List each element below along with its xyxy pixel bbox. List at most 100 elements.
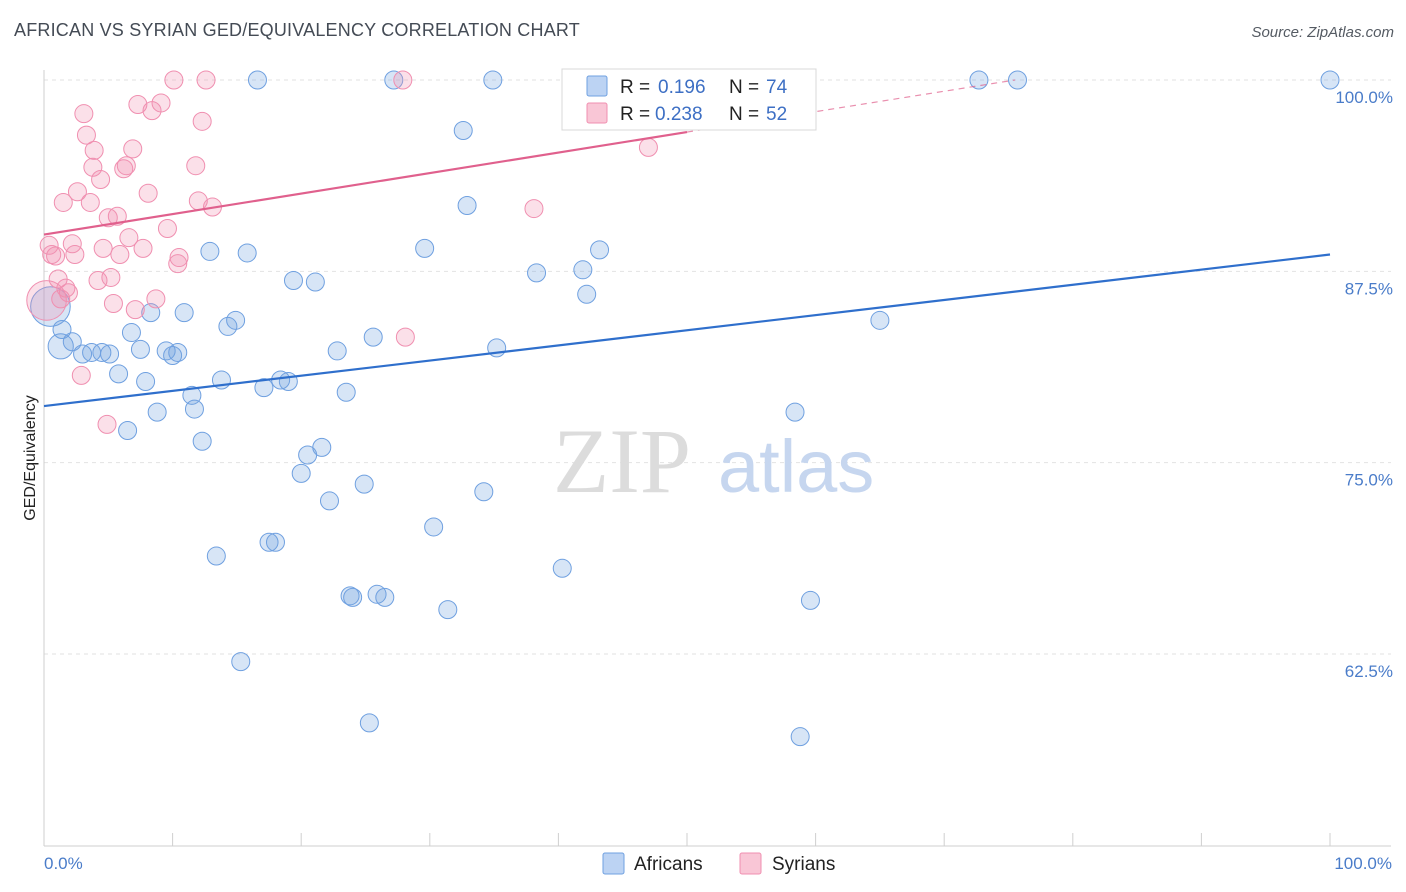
african-point [247,70,267,90]
african-point [424,517,444,537]
syrian-point [395,327,415,347]
stats-n-value-syrians: 52 [766,104,787,125]
african-point [800,590,820,610]
x-tick-label-min: 0.0% [44,854,83,873]
syrian-point [84,140,104,160]
series-africans [30,70,1340,747]
syrian-point [168,254,188,274]
african-point [206,546,226,566]
watermark: ZIP atlas [553,410,874,512]
african-point [327,341,347,361]
syrian-point [119,228,139,248]
african-point [375,587,395,607]
african-point [870,310,890,330]
stats-legend-swatch-africans [586,75,608,97]
african-point [474,482,494,502]
stats-legend-swatch-syrians [586,102,608,124]
african-point [47,333,74,360]
african-point [312,437,332,457]
african-point [265,532,285,552]
african-point [305,272,325,292]
syrian-point [133,238,153,258]
african-point [121,323,141,343]
stats-legend: R = 0.196 N = 74 R = 0.238 N = 52 [561,68,817,131]
syrian-point [88,271,108,291]
syrian-point [186,156,206,176]
syrian-point [110,244,130,264]
syrian-point [393,70,413,90]
african-point [62,332,82,352]
watermark-atlas: atlas [718,425,874,508]
syrian-point [524,199,544,219]
trend-line-syrians [43,130,688,236]
series-syrians [26,70,727,434]
african-point [278,372,298,392]
y-tick-label: 62.5% [1345,662,1393,681]
african-point [343,587,363,607]
x-tick-label-max: 100.0% [1334,854,1392,873]
syrian-point [107,206,127,226]
african-point [237,243,257,263]
syrian-point [169,248,189,268]
syrian-point [116,156,136,176]
african-point [231,652,251,672]
chart-title: AFRICAN VS SYRIAN GED/EQUIVALENCY CORREL… [14,20,580,40]
y-tick-label: 87.5% [1345,279,1393,298]
stats-r-value-africans: 0.196 [658,77,706,98]
syrian-point [164,70,184,90]
syrian-point [103,293,123,313]
syrian-point [146,289,166,309]
stats-r-label-africans: R = [620,77,650,98]
african-point [192,431,212,451]
african-point [1320,70,1340,90]
syrian-point [123,139,143,159]
syrian-point [138,183,158,203]
african-point [552,558,572,578]
african-point [136,372,156,392]
african-point [453,121,473,141]
african-point [200,241,220,261]
african-point [168,342,188,362]
syrian-point [157,218,177,238]
african-point [590,240,610,260]
african-point [527,263,547,283]
syrian-point [39,235,59,255]
african-point [130,339,150,359]
african-point [457,196,477,216]
trend-line-africans [43,253,1331,408]
syrian-point [638,137,658,157]
african-point [259,532,279,552]
african-point [283,271,303,291]
african-point [100,344,120,364]
african-point [577,284,597,304]
african-point [415,238,435,258]
african-point [254,378,274,398]
stats-r-value-syrians: 0.238 [655,104,703,125]
african-point [118,421,138,441]
syrian-point [196,70,216,90]
syrian-point [128,94,148,114]
african-point [92,342,112,362]
syrian-point [65,244,85,264]
syrian-point [46,246,66,266]
african-point [291,463,311,483]
syrian-point [76,125,96,145]
legend-swatch-syrians [739,852,762,875]
stats-n-label-africans: N = [729,77,759,98]
african-point [147,402,167,422]
african-point [785,402,805,422]
syrian-point [91,169,111,189]
syrian-point [192,111,212,131]
y-tick-label: 100.0% [1335,88,1393,107]
y-axis-label: GED/Equivalency [22,395,39,520]
african-point [109,364,129,384]
y-tick-labels: 62.5% 75.0% 87.5% 100.0% [1335,88,1393,681]
watermark-zip: ZIP [553,410,691,512]
african-point [354,474,374,494]
african-point [336,382,356,402]
african-point [363,327,383,347]
syrian-point [125,300,145,320]
legend-swatch-africans [602,852,625,875]
legend-label-africans: Africans [634,854,703,875]
